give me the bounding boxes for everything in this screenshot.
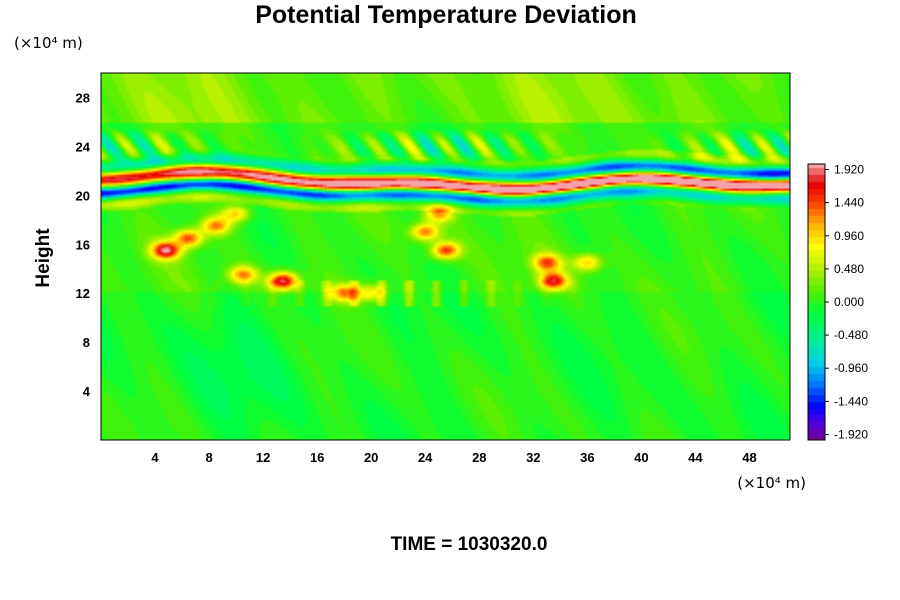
- y-tick-label: 4: [83, 384, 91, 399]
- x-tick-label: 16: [310, 450, 324, 465]
- y-axis-label: Height: [33, 228, 54, 288]
- y-axis-unit: (×10⁴ m): [14, 34, 83, 52]
- x-tick-label: 48: [742, 450, 756, 465]
- x-tick-label: 8: [205, 450, 212, 465]
- x-tick-label: 44: [688, 450, 703, 465]
- y-tick-label: 12: [76, 286, 90, 301]
- x-tick-label: 40: [634, 450, 648, 465]
- colorbar-label: 0.960: [834, 229, 864, 243]
- x-tick-label: 20: [364, 450, 378, 465]
- colorbar-labels: 1.920 1.440 0.960 0.480 0.000 -0.480 -0.960 -1.…: [825, 163, 868, 442]
- x-tick-label: 24: [418, 450, 433, 465]
- x-axis: 4 8 12 16 20 24 28 32 36 40 44 48: [151, 450, 756, 465]
- x-tick-label: 12: [256, 450, 270, 465]
- x-tick-label: 4: [151, 450, 159, 465]
- colorbar-label: 0.480: [834, 262, 864, 276]
- time-label: TIME = 1030320.0: [391, 534, 548, 555]
- colorbar-label: -1.920: [834, 428, 868, 442]
- x-tick-label: 28: [472, 450, 486, 465]
- y-axis: 4 8 12 16 20 24 28: [76, 91, 91, 400]
- colorbar: [808, 164, 825, 440]
- chart-title: Potential Temperature Deviation: [255, 1, 637, 29]
- y-tick-label: 20: [76, 188, 90, 203]
- y-tick-label: 16: [76, 237, 90, 252]
- x-tick-label: 32: [526, 450, 540, 465]
- heatmap-field: [101, 73, 790, 440]
- colorbar-label: 0.000: [834, 295, 864, 309]
- y-tick-label: 24: [76, 139, 91, 154]
- colorbar-label: 1.440: [834, 196, 864, 210]
- y-tick-label: 8: [83, 335, 90, 350]
- colorbar-label: -0.960: [834, 361, 868, 375]
- x-tick-label: 36: [580, 450, 594, 465]
- colorbar-label: 1.920: [834, 163, 864, 177]
- colorbar-label: -1.440: [834, 394, 868, 408]
- colorbar-label: -0.480: [834, 328, 868, 342]
- x-axis-unit: (×10⁴ m): [737, 474, 806, 492]
- y-tick-label: 28: [76, 91, 90, 106]
- plot-frame: [100, 72, 791, 441]
